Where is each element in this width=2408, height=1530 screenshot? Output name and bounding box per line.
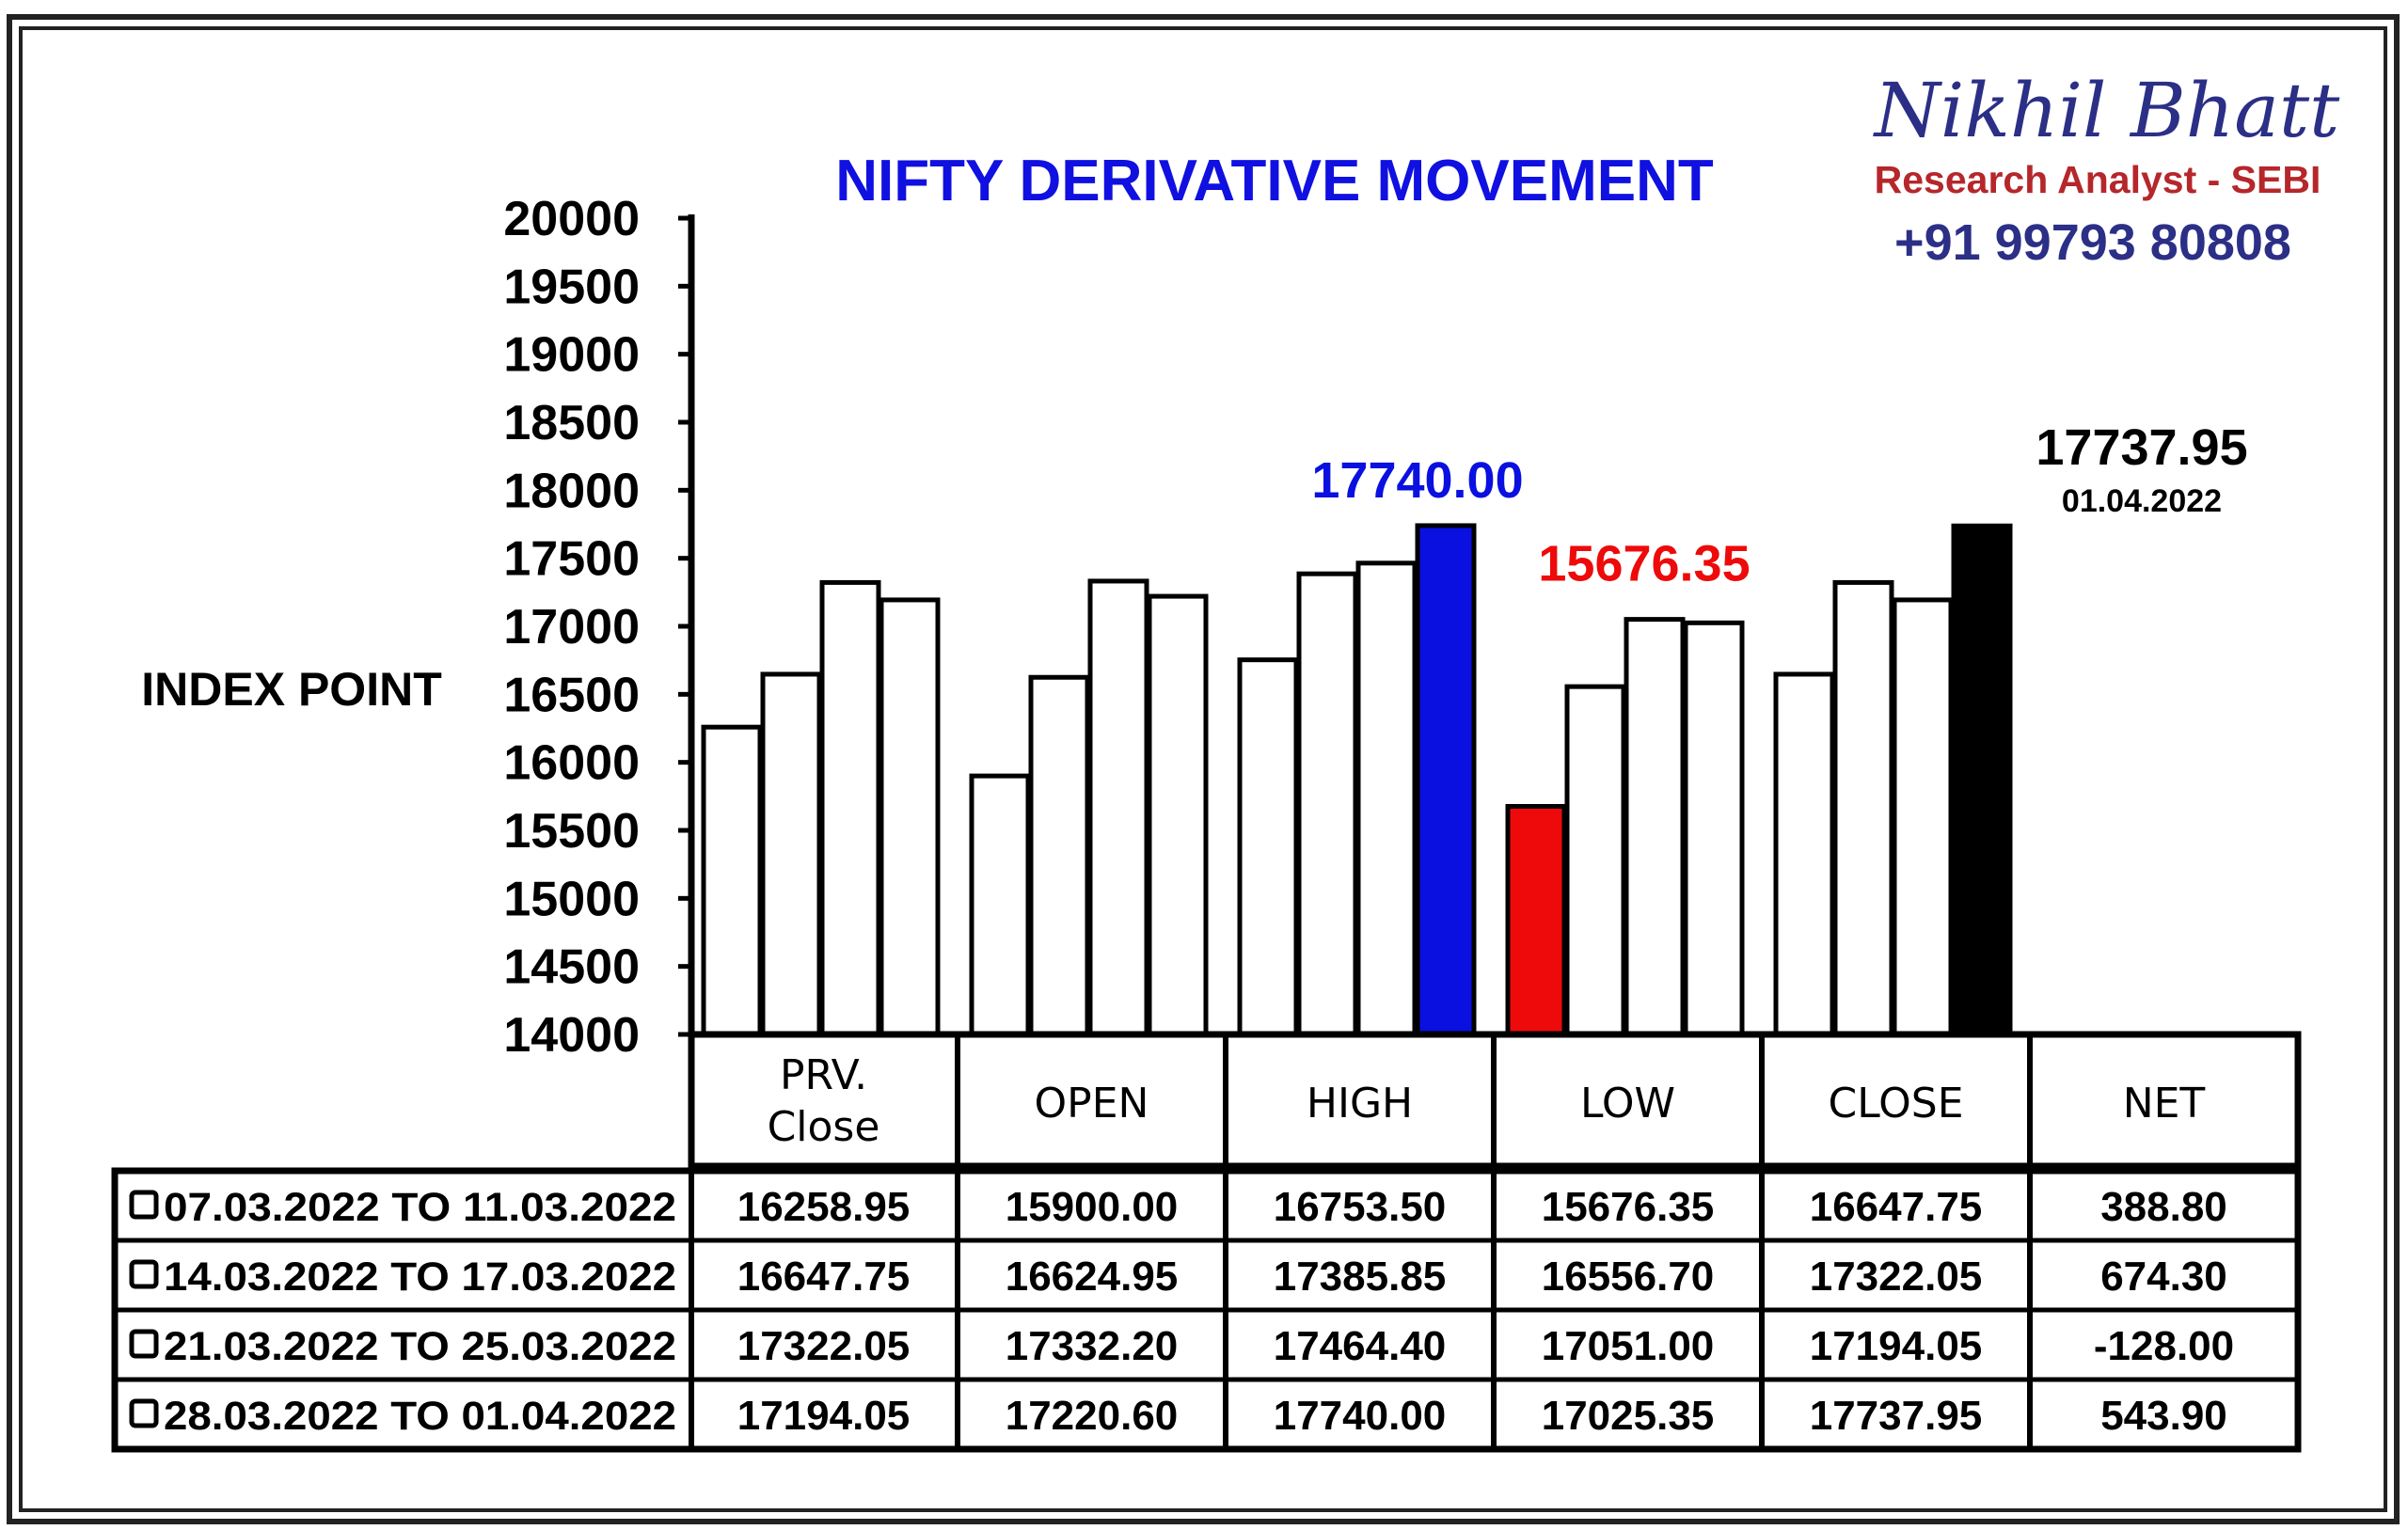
bar xyxy=(1028,674,1090,1037)
table-cell: 17194.05 xyxy=(737,1393,911,1439)
bar xyxy=(1773,671,1835,1037)
y-tick-label: 18500 xyxy=(503,396,640,450)
inner-frame xyxy=(19,26,2387,1512)
y-tick-label: 15000 xyxy=(503,872,640,926)
table-cell: 17385.85 xyxy=(1274,1254,1447,1300)
table-cell: 17332.20 xyxy=(1006,1323,1179,1369)
bar xyxy=(760,671,822,1037)
y-tick-label: 17000 xyxy=(503,600,640,655)
table-header-cell: PRV. xyxy=(780,1051,867,1099)
y-tick-label: 17500 xyxy=(503,532,640,587)
low-annotation: 15676.35 xyxy=(1538,535,1750,591)
table-cell: 16556.70 xyxy=(1542,1254,1715,1300)
legend-marker xyxy=(129,1259,159,1289)
table-cell: 17322.05 xyxy=(1810,1254,1983,1300)
table-header-cell: Close xyxy=(768,1103,880,1151)
bar xyxy=(1355,560,1418,1037)
table-cell: 543.90 xyxy=(2100,1393,2227,1439)
bar xyxy=(1415,523,1477,1037)
table-row-label: 28.03.2022 TO 01.04.2022 xyxy=(164,1394,676,1439)
y-tick-label: 16000 xyxy=(503,736,640,791)
brand-phone: +91 99793 80808 xyxy=(1894,214,2291,271)
table-cell: 15676.35 xyxy=(1542,1184,1715,1230)
table-row-label: 14.03.2022 TO 17.03.2022 xyxy=(164,1254,676,1300)
data-table: PRV.Close OPEN HIGH LOW CLOSE NET 07.03.2022 T… xyxy=(111,1031,2302,1453)
table-cell: 16647.75 xyxy=(1810,1184,1983,1230)
bar xyxy=(819,579,881,1037)
table-cell: 17464.40 xyxy=(1274,1323,1447,1369)
bar xyxy=(701,724,763,1037)
y-tick-label: 18000 xyxy=(503,464,640,518)
legend-marker xyxy=(129,1190,159,1220)
bar xyxy=(1505,803,1567,1037)
table-cell: 17322.05 xyxy=(737,1323,911,1369)
chart-axes xyxy=(678,214,695,1038)
bar-series xyxy=(701,523,2013,1037)
table-cell: 16753.50 xyxy=(1274,1184,1447,1230)
y-tick-label: 19500 xyxy=(503,260,640,314)
table-cell: 16624.95 xyxy=(1006,1254,1179,1300)
brand-name: Nikhil Bhatt xyxy=(1873,67,2340,154)
bar xyxy=(1683,620,1745,1037)
table-cell: 17740.00 xyxy=(1274,1393,1447,1439)
table-cell: 674.30 xyxy=(2100,1254,2227,1300)
bar xyxy=(1087,578,1149,1037)
y-tick-label: 14500 xyxy=(503,940,640,995)
close-date-annotation: 01.04.2022 xyxy=(2062,483,2222,519)
table-cell: 16258.95 xyxy=(737,1184,911,1230)
table-header-cell: HIGH xyxy=(1307,1080,1413,1128)
table-cell: 17194.05 xyxy=(1810,1323,1983,1369)
table-row-label: 07.03.2022 TO 11.03.2022 xyxy=(164,1185,676,1230)
bar xyxy=(1951,523,2013,1037)
table-cell: -128.00 xyxy=(2094,1323,2234,1369)
table-cell: 17025.35 xyxy=(1542,1393,1715,1439)
y-tick-label: 15500 xyxy=(503,804,640,859)
y-axis-ticks: 20000 19500 19000 18500 18000 17500 17000 16500… xyxy=(503,192,640,1063)
table-row-label: 21.03.2022 TO 25.03.2022 xyxy=(164,1324,676,1369)
table-header-cell: LOW xyxy=(1580,1080,1675,1128)
outer-frame xyxy=(7,14,2400,1524)
table-header-cell: NET xyxy=(2123,1080,2206,1128)
bar xyxy=(1147,593,1209,1037)
legend-marker xyxy=(129,1329,159,1359)
table-header-cell: CLOSE xyxy=(1828,1080,1963,1128)
bar xyxy=(879,597,941,1037)
bar xyxy=(1564,684,1626,1037)
y-tick-label: 19000 xyxy=(503,328,640,383)
y-axis-label: INDEX POINT xyxy=(141,663,441,716)
close-annotation: 17737.95 xyxy=(2036,419,2247,476)
legend-marker xyxy=(129,1398,159,1428)
bar xyxy=(969,773,1031,1037)
y-tick-label: 16500 xyxy=(503,668,640,722)
y-tick-label: 14000 xyxy=(503,1008,640,1063)
table-cell: 17220.60 xyxy=(1006,1393,1179,1439)
table-cell: 388.80 xyxy=(2100,1184,2227,1230)
table-cell: 17737.95 xyxy=(1810,1393,1983,1439)
chart-annotations: 17740.00 15676.35 17737.95 01.04.2022 xyxy=(1311,419,2247,591)
bar xyxy=(1296,571,1358,1037)
bar xyxy=(1624,617,1686,1037)
table-cell: 16647.75 xyxy=(737,1254,911,1300)
chart-title: NIFTY DERIVATIVE MOVEMENT xyxy=(835,149,1714,213)
high-annotation: 17740.00 xyxy=(1311,452,1523,509)
bar xyxy=(1832,579,1894,1037)
brand-subtitle: Research Analyst - SEBI xyxy=(1875,158,2321,201)
table-cell: 15900.00 xyxy=(1006,1184,1179,1230)
bar xyxy=(1237,657,1299,1037)
bar xyxy=(1892,597,1954,1037)
table-cell: 17051.00 xyxy=(1542,1323,1715,1369)
y-tick-label: 20000 xyxy=(503,192,640,246)
table-header-cell: OPEN xyxy=(1035,1080,1149,1128)
